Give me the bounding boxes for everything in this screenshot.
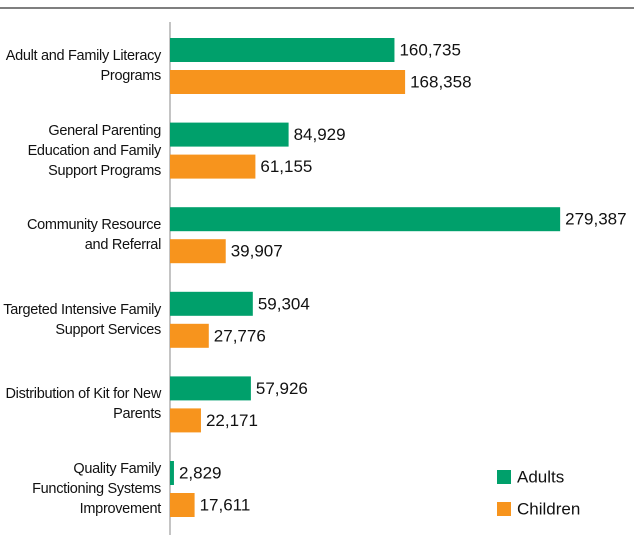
value-label: 61,155 [260,157,312,176]
category-label: Adult and Family Literacy Programs [5,48,162,84]
category-label: Distribution of Kit for New Parents [5,386,162,423]
legend-swatch [497,502,511,516]
value-label: 17,611 [200,495,251,514]
bar [170,154,256,179]
bar [170,493,195,517]
category-label: Quality Family Functioning Systems Impro… [32,461,161,517]
value-label: 168,358 [410,72,471,91]
legend-label: Children [517,499,580,518]
value-label: 59,304 [258,294,310,313]
bar [170,408,201,433]
bar [170,207,561,232]
value-label: 2,829 [179,463,222,482]
bar [170,239,226,264]
value-label: 279,387 [565,210,626,229]
value-label: 57,926 [256,379,308,398]
bar [170,291,253,316]
value-label: 27,776 [214,326,266,345]
value-label: 160,735 [399,40,460,59]
value-label: 39,907 [231,242,283,261]
legend-label: Adults [517,467,564,486]
category-label: Community Resource and Referral [26,217,161,254]
bar [170,38,395,62]
bar [170,70,406,94]
bar [170,461,174,485]
category-label: General Parenting Education and Family S… [27,122,162,179]
category-label: Targeted Intensive Family Support Servic… [3,301,161,338]
bar [170,323,209,348]
value-label: 22,171 [206,411,258,430]
bar [170,122,289,147]
legend-swatch [497,470,511,484]
value-label: 84,929 [294,125,346,144]
bar [170,376,251,401]
